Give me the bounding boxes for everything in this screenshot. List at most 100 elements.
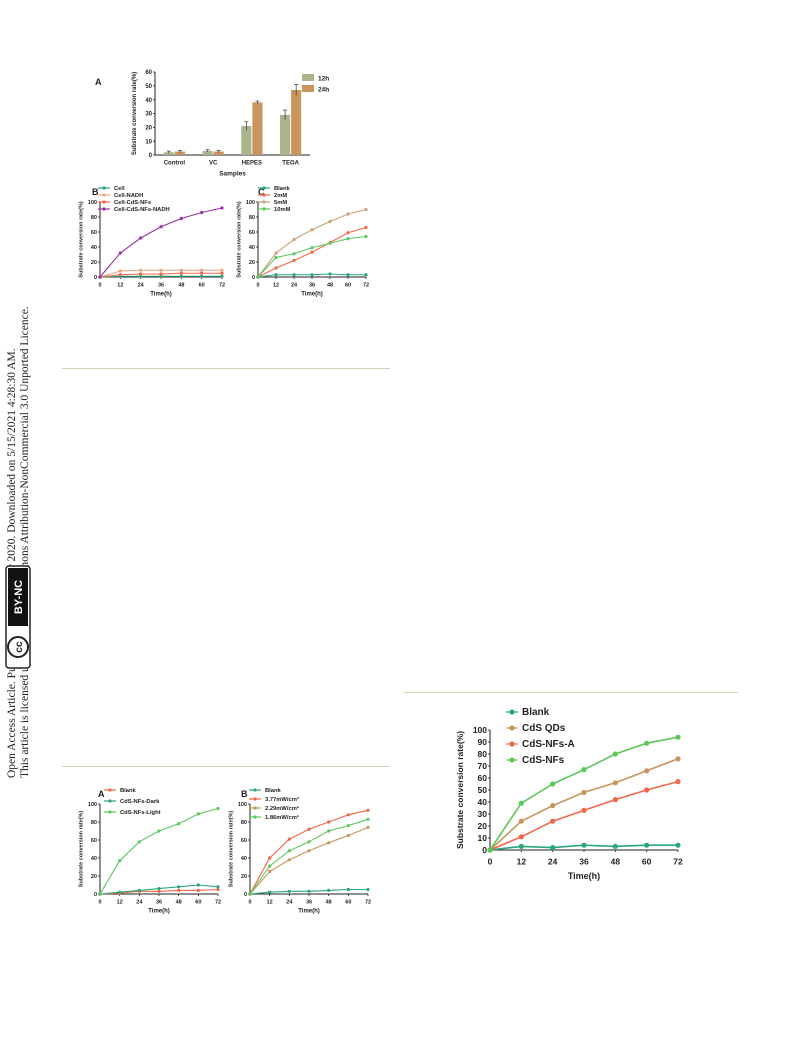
x-axis-label: Time(h) <box>298 909 320 915</box>
data-point <box>159 225 163 229</box>
data-point <box>98 275 102 279</box>
data-point <box>307 827 311 831</box>
x-tick-label: 24 <box>138 282 145 288</box>
data-point <box>675 734 681 740</box>
x-tick-label: VC <box>209 161 218 167</box>
x-tick-label: 12 <box>117 899 123 905</box>
data-point <box>177 885 181 889</box>
data-point <box>196 888 200 892</box>
x-tick-label: 60 <box>199 282 205 288</box>
legend-marker <box>262 186 266 190</box>
data-point <box>220 268 224 272</box>
y-tick-label: 50 <box>145 84 152 90</box>
y-tick-label: 40 <box>241 856 247 862</box>
data-point <box>581 842 587 848</box>
y-tick-label: 10 <box>145 139 152 145</box>
legend-swatch <box>302 74 314 81</box>
access-notice: Open Access Article. Published on 13 Oct… <box>6 348 18 778</box>
x-tick-label: 72 <box>365 899 371 905</box>
data-point <box>287 889 291 893</box>
data-point <box>139 274 143 278</box>
data-point <box>310 250 314 254</box>
legend-marker <box>262 207 266 211</box>
legend-marker <box>253 797 257 801</box>
cc-license-badge-icon[interactable]: BY-NC cc <box>5 565 31 669</box>
x-tick-label: 60 <box>195 899 201 905</box>
data-point <box>216 885 220 889</box>
legend-marker <box>509 741 515 747</box>
data-point <box>200 268 204 272</box>
y-tick-label: 60 <box>91 838 97 844</box>
legend-marker <box>108 788 112 792</box>
legend-marker <box>108 799 112 803</box>
data-point <box>550 818 556 824</box>
data-point <box>675 756 681 762</box>
data-point <box>518 800 524 806</box>
data-point <box>346 824 350 828</box>
x-axis-label: Time(h) <box>301 292 323 298</box>
line-chart-light-dark: 0 20 40 60 80 100 Substrate conversion rate(%)… <box>78 788 221 915</box>
y-tick-label: 20 <box>249 260 255 266</box>
y-axis-label: Substrate conversion rate(%) <box>78 201 84 278</box>
x-tick-label: 24 <box>286 899 293 905</box>
bar <box>174 151 185 155</box>
data-point <box>307 849 311 853</box>
x-tick-label: 48 <box>327 282 333 288</box>
data-point <box>327 888 331 892</box>
data-point <box>118 890 122 894</box>
legend-marker <box>108 810 112 814</box>
x-tick-label: 60 <box>642 856 652 866</box>
data-point <box>346 813 350 817</box>
y-tick-label: 60 <box>145 70 152 76</box>
data-point <box>287 837 291 841</box>
bar <box>252 102 263 155</box>
x-tick-label: 60 <box>345 899 351 905</box>
data-point <box>644 842 650 848</box>
data-point <box>346 833 350 838</box>
data-point <box>346 237 350 241</box>
legend-marker <box>262 193 266 197</box>
data-point <box>310 273 314 277</box>
data-point <box>581 767 587 773</box>
line-chart-concentration: 0 20 40 60 80 100 Substrate conversion rate(%)… <box>236 186 369 298</box>
y-tick-label: 20 <box>91 874 97 880</box>
y-tick-label: 100 <box>473 725 487 735</box>
y-tick-label: 20 <box>145 125 152 131</box>
data-point <box>137 888 141 892</box>
x-tick-label: 12 <box>267 899 273 905</box>
y-tick-label: 90 <box>478 737 488 747</box>
y-tick-label: 20 <box>241 874 247 880</box>
data-point <box>98 892 102 896</box>
x-tick-label: 24 <box>548 856 558 866</box>
y-tick-label: 70 <box>478 761 488 771</box>
data-point <box>307 840 311 844</box>
legend-label: 10mM <box>274 207 291 213</box>
x-tick-label: 72 <box>673 856 683 866</box>
section-divider <box>62 766 390 767</box>
data-point <box>139 236 143 240</box>
data-point <box>196 812 200 816</box>
y-tick-label: 40 <box>478 797 488 807</box>
data-point <box>200 210 204 215</box>
y-tick-label: 80 <box>91 820 97 826</box>
data-point <box>327 820 331 824</box>
x-tick-label: 36 <box>156 899 162 905</box>
x-tick-label: 48 <box>611 856 621 866</box>
y-tick-label: 60 <box>478 773 488 783</box>
panel-label: A <box>98 789 105 799</box>
legend-label: 24h <box>318 87 329 94</box>
bar <box>163 152 174 155</box>
data-point <box>346 273 350 277</box>
panel-label: B <box>241 789 248 799</box>
data-point <box>581 789 587 795</box>
legend-marker <box>509 757 515 763</box>
data-point <box>118 269 122 273</box>
data-point <box>179 216 183 221</box>
data-point <box>274 251 278 255</box>
y-axis-label: Substrate conversion rate(%) <box>228 811 234 888</box>
y-tick-label: 80 <box>478 749 488 759</box>
data-point <box>550 803 556 809</box>
x-tick-label: 24 <box>291 282 298 288</box>
x-tick-label: 48 <box>178 282 184 288</box>
y-tick-label: 20 <box>478 821 488 831</box>
